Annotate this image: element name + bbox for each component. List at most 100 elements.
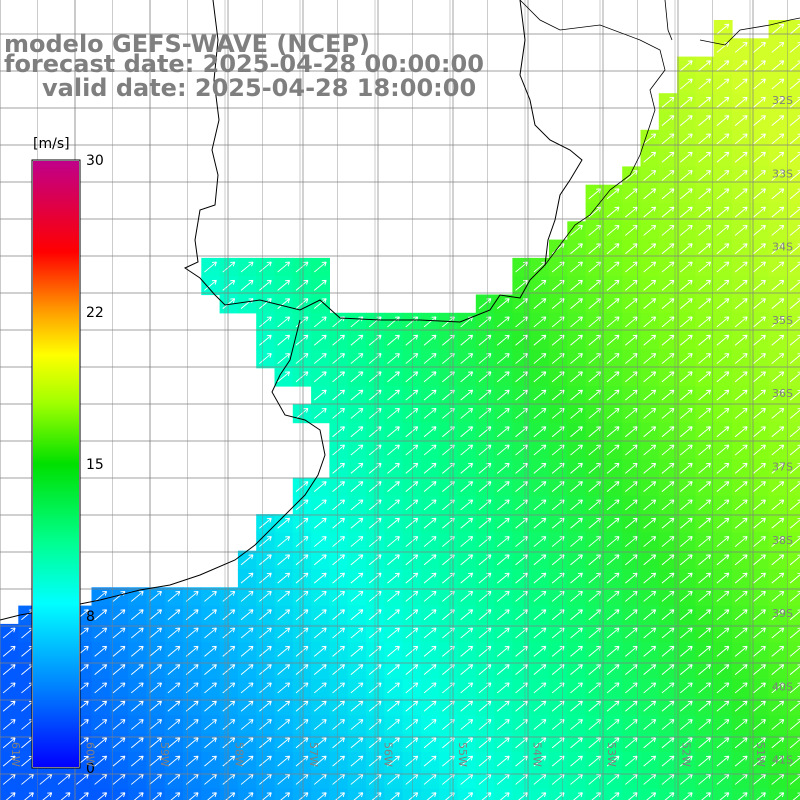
wind-arrow: [625, 517, 638, 529]
wind-speed-cell: [695, 788, 715, 800]
wind-arrow: [753, 609, 766, 621]
longitude-label: 55W: [456, 742, 469, 767]
wind-arrow: [313, 755, 327, 767]
wind-arrow: [698, 78, 711, 90]
wind-arrow: [222, 700, 236, 712]
wind-arrow: [2, 664, 16, 675]
wind-arrow: [130, 682, 144, 694]
wind-arrow: [625, 225, 638, 236]
wind-speed-cell: [512, 788, 532, 800]
wind-arrow: [332, 700, 345, 712]
wind-arrow: [606, 572, 620, 584]
wind-arrow: [753, 426, 766, 438]
wind-arrow: [734, 426, 748, 438]
wind-arrow: [753, 96, 766, 108]
wind-arrow: [313, 664, 327, 675]
wind-arrow: [2, 737, 16, 749]
wind-arrow: [551, 298, 565, 309]
wind-arrow: [661, 316, 675, 328]
wind-arrow: [643, 170, 657, 181]
wind-arrow: [551, 499, 565, 511]
wind-arrow: [679, 627, 693, 639]
wind-arrow: [478, 664, 492, 675]
wind-arrow: [533, 334, 547, 346]
wind-arrow: [332, 664, 345, 675]
wind-arrow: [570, 279, 583, 291]
wind-arrow: [753, 371, 766, 383]
wind-arrow: [771, 298, 785, 309]
wind-arrow: [313, 645, 327, 657]
wind-arrow: [112, 700, 126, 712]
wind-arrow: [679, 408, 693, 419]
wind-arrow: [496, 334, 510, 346]
wind-arrow: [753, 572, 766, 584]
wind-arrow: [515, 664, 528, 675]
wind-speed-cell: [786, 642, 800, 662]
wind-arrow: [423, 609, 437, 621]
wind-arrow: [515, 353, 528, 364]
wind-arrow: [551, 371, 565, 383]
wind-arrow: [606, 225, 620, 236]
wind-arrow: [350, 774, 364, 785]
wind-arrow: [149, 774, 162, 785]
latitude-label: 34S: [772, 241, 793, 254]
wind-arrow: [222, 279, 236, 291]
wind-arrow: [222, 719, 236, 730]
wind-arrow: [533, 682, 547, 694]
wind-arrow: [661, 755, 675, 767]
wind-speed-cell: [256, 788, 276, 800]
wind-arrow: [679, 700, 693, 712]
wind-arrow: [698, 243, 711, 255]
latitude-label: 39S: [772, 607, 793, 620]
colorbar: [m/s] 30 22 15 8 0: [31, 136, 104, 777]
wind-arrow: [716, 96, 730, 108]
wind-arrow: [387, 627, 400, 639]
wind-arrow: [130, 627, 144, 639]
wind-arrow: [716, 261, 730, 273]
wind-arrow: [661, 151, 675, 163]
wind-arrow: [496, 481, 510, 492]
wind-arrow: [533, 700, 547, 712]
wind-arrow: [679, 334, 693, 346]
wind-arrow: [771, 517, 785, 529]
wind-arrow: [716, 42, 730, 53]
wind-arrow: [679, 389, 693, 401]
wind-arrow: [716, 682, 730, 694]
wind-arrow: [570, 444, 583, 456]
wind-arrow: [753, 408, 766, 419]
latitude-label: 38S: [772, 534, 793, 547]
wind-arrow: [606, 774, 620, 785]
wind-arrow: [606, 755, 620, 767]
wind-speed-cell: [786, 257, 800, 277]
wind-arrow: [551, 389, 565, 401]
wind-arrow: [387, 499, 400, 511]
wind-arrow: [551, 774, 565, 785]
wind-arrow: [204, 627, 217, 639]
wind-arrow: [353, 792, 364, 800]
wind-arrow: [679, 316, 693, 328]
wind-arrow: [2, 719, 16, 730]
colorbar-unit: [m/s]: [33, 136, 70, 152]
wind-arrow: [771, 151, 785, 163]
longitude-label: 51W: [754, 742, 767, 767]
wind-arrow: [570, 499, 583, 511]
wind-speed-cell: [713, 788, 733, 800]
wind-arrow: [698, 462, 711, 474]
wind-speed-cell: [91, 788, 111, 800]
wind-arrow: [423, 389, 437, 401]
wind-arrow: [570, 536, 583, 547]
wind-arrow: [551, 719, 565, 730]
wind-arrow: [277, 536, 291, 547]
wind-arrow: [222, 737, 236, 749]
wind-arrow: [734, 133, 748, 145]
wind-arrow: [387, 517, 400, 529]
wind-arrow: [423, 353, 437, 364]
wind-arrow: [94, 774, 108, 785]
wind-speed-cell: [420, 788, 440, 800]
wind-arrow: [350, 554, 364, 566]
wind-arrow: [771, 627, 785, 639]
wind-arrow: [606, 444, 620, 456]
wind-arrow: [661, 334, 675, 346]
wind-arrow: [716, 78, 730, 90]
